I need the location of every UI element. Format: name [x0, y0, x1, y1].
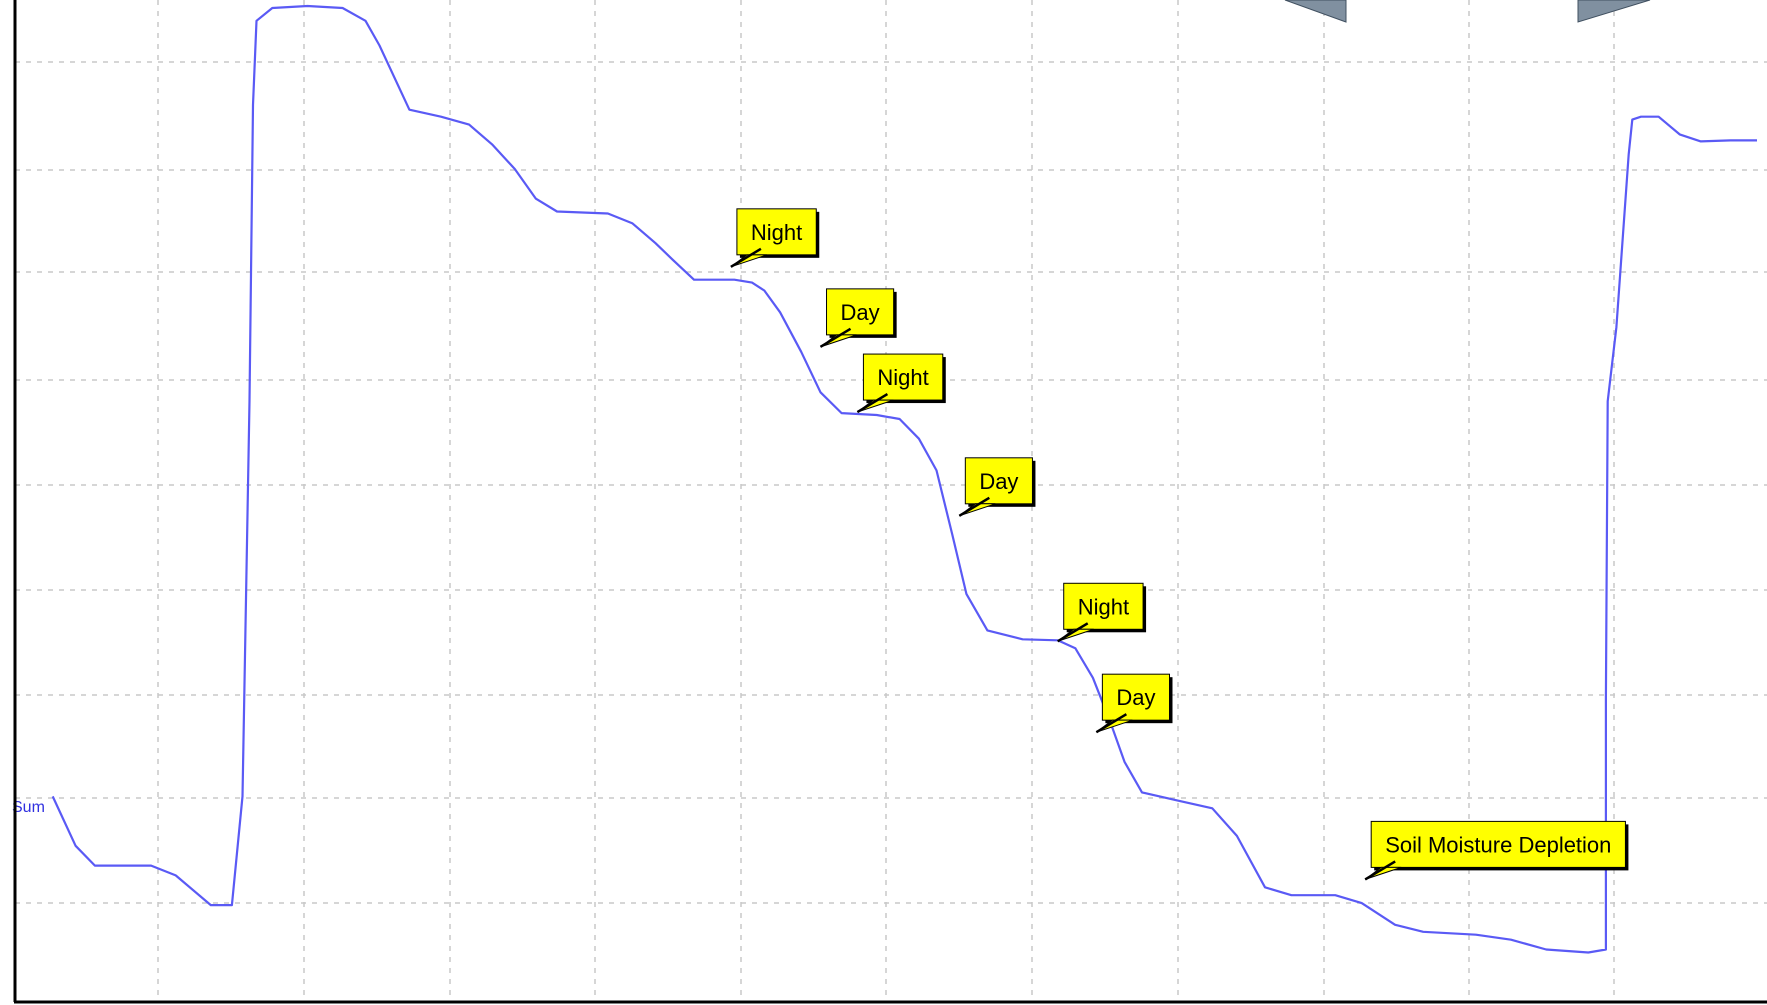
annotation-callout: Night — [730, 208, 820, 268]
annotation-label: Soil Moisture Depletion — [1385, 832, 1611, 857]
annotation-label: Day — [1116, 685, 1155, 710]
series-layer — [51, 4, 1757, 954]
annotation-box — [862, 353, 944, 401]
annotation-callout: Day — [1095, 673, 1173, 734]
top-arrow-marker — [1577, 0, 1651, 23]
annotation-box — [736, 208, 817, 256]
annotation-leader — [819, 327, 852, 348]
annotation-label: Night — [1078, 594, 1129, 619]
annotation-callout: Night — [856, 353, 946, 414]
annotation-leader — [856, 392, 889, 414]
annotation-box — [964, 457, 1033, 505]
annotation-box — [1063, 582, 1144, 630]
annotation-leader — [1095, 713, 1128, 734]
annotation-leader — [1057, 622, 1089, 643]
grid — [15, 0, 1767, 1000]
series-label: Sum — [12, 799, 45, 816]
annotation-label: Night — [751, 220, 802, 245]
top-arrow-marker — [1284, 0, 1347, 23]
annotation-label: Day — [979, 469, 1018, 494]
annotation-label: Night — [877, 365, 928, 390]
annotation-leader — [1364, 860, 1396, 881]
annotation-callout: Day — [819, 288, 897, 348]
annotation-leader — [958, 496, 990, 517]
annotations: Night Day Night Day Night Day Soil Moisture De… — [730, 208, 1629, 881]
annotation-callout: Day — [958, 457, 1036, 517]
annotation-box — [1101, 673, 1170, 721]
annotation-callout: Night — [1057, 582, 1147, 643]
series-line — [51, 4, 1757, 954]
annotation-box — [1370, 820, 1626, 868]
annotation-label: Day — [841, 300, 880, 325]
annotation-box — [826, 288, 895, 336]
annotation-callout: Soil Moisture Depletion — [1364, 820, 1629, 881]
annotation-leader — [730, 247, 762, 268]
